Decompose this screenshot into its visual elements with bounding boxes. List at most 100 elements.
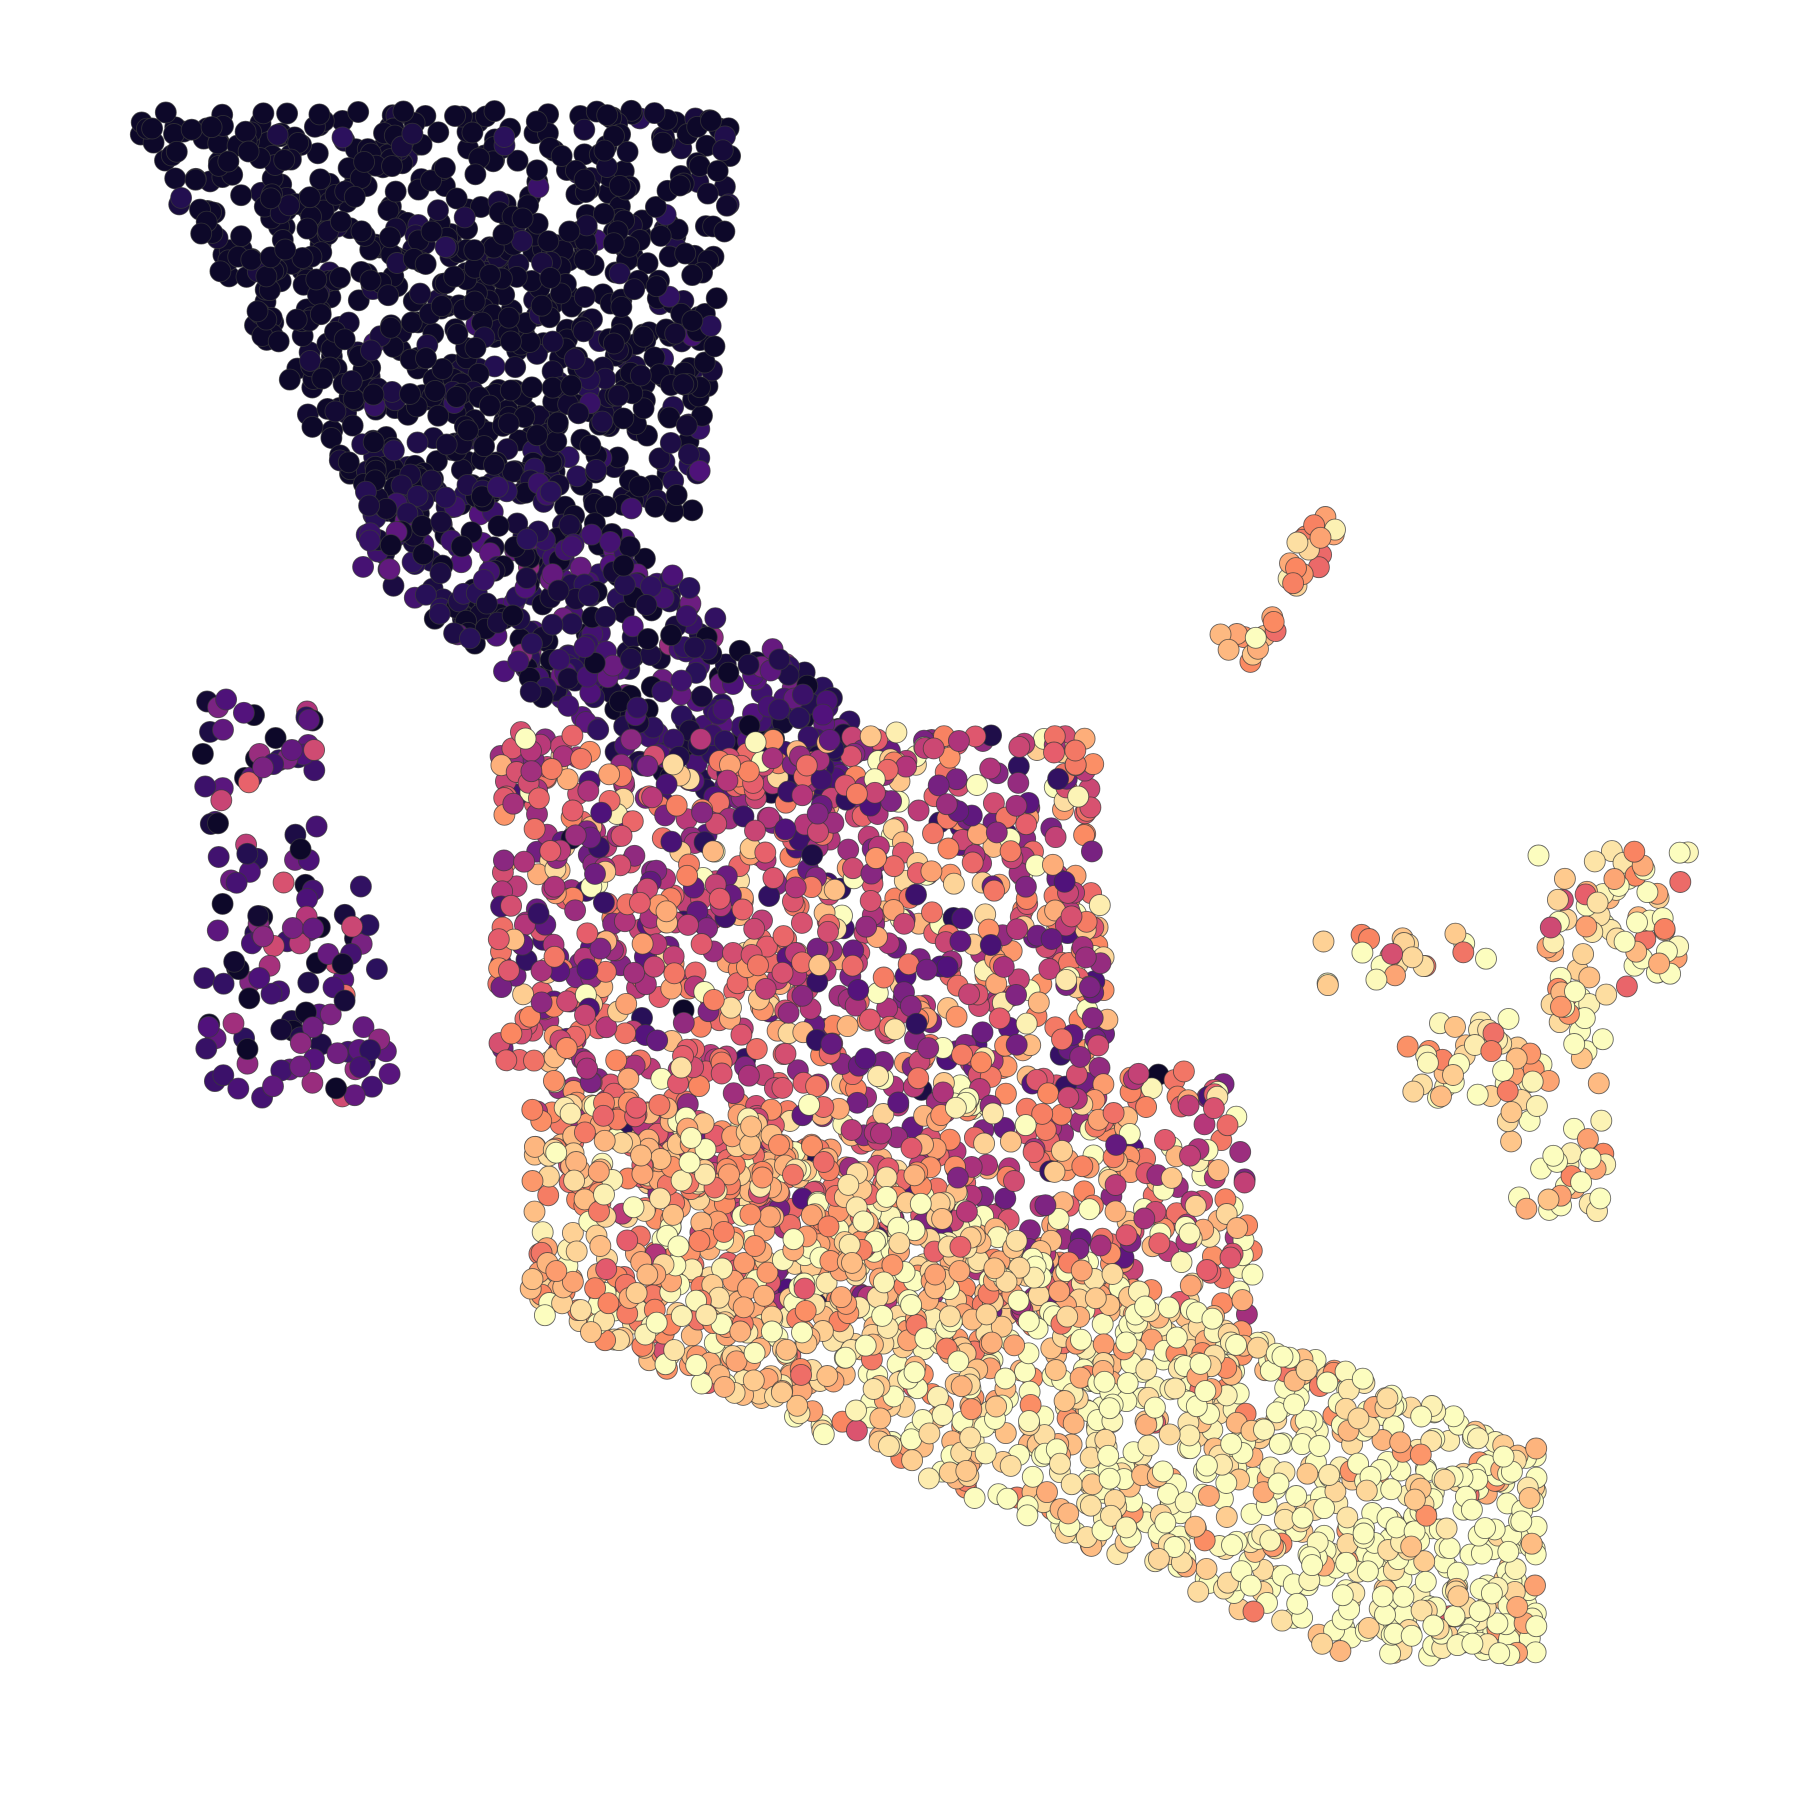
scatter-point (569, 1299, 592, 1322)
scatter-point (1187, 1580, 1210, 1603)
scatter-point (1466, 1083, 1489, 1106)
scatter-point (164, 167, 187, 190)
scatter-point (1179, 1274, 1202, 1297)
scatter-point (1613, 930, 1636, 953)
scatter-point (649, 224, 672, 247)
scatter-point (1070, 1328, 1092, 1351)
scatter-point (1178, 1424, 1201, 1447)
scatter-point (567, 402, 590, 425)
scatter-point (820, 1032, 843, 1055)
scatter-point (688, 1230, 711, 1253)
scatter-point (685, 1354, 708, 1377)
scatter-point (420, 469, 443, 492)
scatter-point (1283, 1393, 1306, 1416)
scatter-point (444, 105, 466, 127)
scatter-point (918, 1422, 941, 1445)
scatter-point (1402, 1080, 1425, 1103)
scatter-point (1194, 1380, 1217, 1403)
scatter-point (326, 1042, 349, 1065)
scatter-point (427, 199, 449, 222)
scatter-point (808, 954, 831, 977)
scatter-point (945, 1005, 968, 1028)
scatter-point (730, 1023, 753, 1046)
scatter-point (663, 1339, 686, 1362)
scatter-point (1154, 1511, 1177, 1534)
scatter-point (276, 102, 299, 125)
scatter-point (337, 451, 360, 474)
scatter-point (643, 102, 666, 125)
scatter-point (636, 1263, 659, 1286)
scatter-point (273, 149, 296, 171)
scatter-point (961, 851, 984, 874)
scatter-point (1043, 741, 1065, 764)
scatter-point (296, 217, 319, 240)
scatter-point (1316, 974, 1339, 997)
scatter-point (681, 499, 704, 522)
scatter-point (493, 126, 516, 148)
scatter-point (1384, 964, 1406, 987)
scatter-point (320, 427, 343, 449)
scatter-point (924, 1263, 947, 1286)
scatter-point (640, 575, 662, 598)
scatter-point (1355, 1479, 1378, 1502)
scatter-point (683, 636, 706, 659)
scatter-point (915, 958, 938, 981)
scatter-point (859, 725, 882, 748)
scatter-point (301, 1071, 324, 1094)
scatter-point (1221, 1534, 1243, 1557)
scatter-point (678, 576, 701, 599)
scatter-point (1148, 1232, 1171, 1255)
scatter-point (584, 862, 606, 885)
scatter-point (837, 1173, 860, 1196)
scatter-point (1668, 841, 1691, 864)
scatter-point (981, 1102, 1004, 1125)
scatter-point (688, 459, 711, 482)
scatter-point (558, 514, 581, 536)
scatter-point (236, 842, 259, 865)
scatter-point (1253, 1418, 1275, 1441)
scatter-point (774, 1042, 797, 1065)
scatter-point (329, 210, 352, 233)
scatter-point (704, 607, 727, 630)
scatter-point (812, 1151, 835, 1173)
scatter-point (852, 1210, 875, 1233)
scatter-point (333, 328, 356, 351)
scatter-point (1018, 1410, 1040, 1433)
scatter-point (700, 109, 722, 132)
scatter-point (223, 950, 246, 973)
scatter-point (207, 812, 229, 835)
scatter-point (445, 187, 468, 210)
scatter-point (1301, 1554, 1324, 1577)
scatter-point (519, 1005, 541, 1028)
scatter-point (411, 515, 434, 537)
scatter-point (794, 1299, 817, 1322)
scatter-point (768, 1134, 790, 1156)
scatter-point (1202, 1097, 1225, 1120)
scatter-point (347, 101, 370, 123)
scatter-point (903, 1164, 926, 1187)
scatter-point (690, 1372, 713, 1395)
scatter-point (1047, 768, 1070, 790)
scatter-point (523, 1049, 545, 1072)
scatter-point (587, 718, 610, 741)
scatter-point (1313, 1497, 1336, 1520)
scatter-point (772, 925, 795, 948)
scatter-point (872, 1271, 895, 1294)
scatter-point (593, 1129, 616, 1152)
scatter-point (450, 535, 473, 558)
scatter-point (573, 286, 596, 308)
scatter-point (473, 435, 496, 458)
scatter-point (285, 308, 308, 331)
scatter-point (577, 584, 600, 607)
scatter-point (660, 624, 683, 647)
scatter-point (818, 728, 841, 751)
scatter-point (520, 632, 543, 655)
scatter-point (942, 872, 965, 895)
scatter-point (1062, 1412, 1085, 1435)
scatter-point (353, 150, 376, 173)
scatter-point (875, 1166, 898, 1189)
scatter-point (712, 1220, 735, 1243)
scatter-point (795, 754, 818, 777)
scatter-point (667, 1235, 690, 1258)
scatter-point (1177, 1094, 1200, 1117)
